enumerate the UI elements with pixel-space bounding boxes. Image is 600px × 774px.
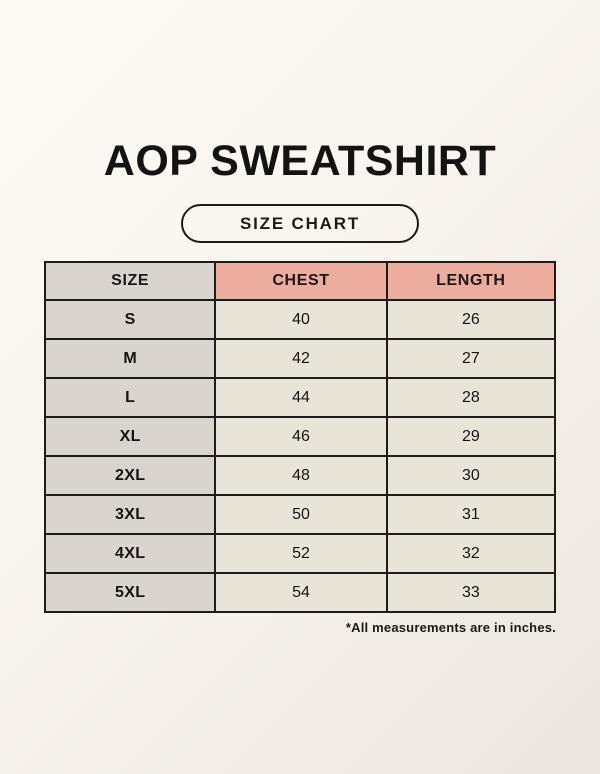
table-row: M 42 27 — [43, 338, 557, 379]
column-header-chest: CHEST — [214, 261, 388, 301]
size-cell: 5XL — [43, 572, 217, 613]
table-row: S 40 26 — [43, 299, 557, 340]
length-cell: 26 — [385, 299, 557, 340]
chest-cell: 42 — [214, 338, 388, 379]
size-cell: XL — [43, 416, 217, 457]
chest-cell: 48 — [214, 455, 388, 496]
chest-cell: 52 — [214, 533, 388, 574]
size-cell: 4XL — [43, 533, 217, 574]
size-cell: M — [43, 338, 217, 379]
chest-cell: 40 — [214, 299, 388, 340]
table-row: XL 46 29 — [43, 416, 557, 457]
table-row: 5XL 54 33 — [43, 572, 557, 613]
chest-cell: 50 — [214, 494, 388, 535]
size-cell: S — [43, 299, 217, 340]
table-row: L 44 28 — [43, 377, 557, 418]
length-cell: 31 — [385, 494, 557, 535]
length-cell: 32 — [385, 533, 557, 574]
size-cell: L — [43, 377, 217, 418]
size-chart-badge: SIZE CHART — [181, 204, 419, 243]
column-header-length: LENGTH — [385, 261, 557, 301]
length-cell: 33 — [385, 572, 557, 613]
column-header-size: SIZE — [43, 261, 217, 301]
measurements-footnote: *All measurements are in inches. — [345, 620, 556, 635]
length-cell: 28 — [385, 377, 557, 418]
length-cell: 30 — [385, 455, 557, 496]
page-title: AOP SWEATSHIRT — [103, 137, 497, 185]
chest-cell: 44 — [214, 377, 388, 418]
table-row: 4XL 52 32 — [43, 533, 557, 574]
length-cell: 29 — [385, 416, 557, 457]
table-row: 2XL 48 30 — [43, 455, 557, 496]
header-row: SIZE CHEST LENGTH — [43, 261, 557, 301]
size-cell: 2XL — [43, 455, 217, 496]
chest-cell: 46 — [214, 416, 388, 457]
table-row: 3XL 50 31 — [43, 494, 557, 535]
chest-cell: 54 — [214, 572, 388, 613]
size-table: SIZE CHEST LENGTH S 40 26 M 42 27 L — [43, 261, 557, 613]
size-cell: 3XL — [43, 494, 217, 535]
length-cell: 27 — [385, 338, 557, 379]
size-table-container: SIZE CHEST LENGTH S 40 26 M 42 27 L — [43, 261, 557, 613]
